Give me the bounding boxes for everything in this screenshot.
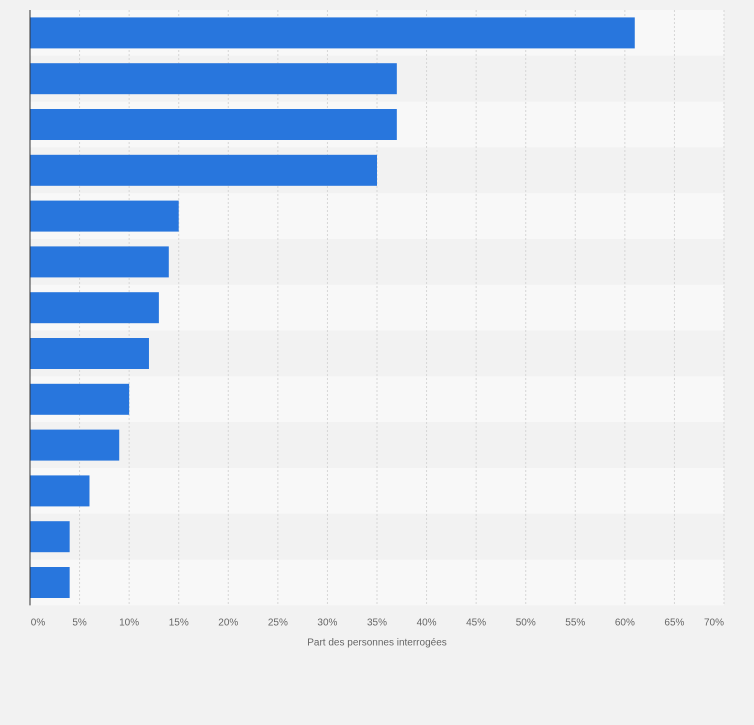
x-tick-label: 50% xyxy=(516,617,536,628)
row-band xyxy=(30,513,724,560)
x-tick-label: 10% xyxy=(119,617,139,628)
x-tick-label: 55% xyxy=(565,617,585,628)
x-tick-label: 25% xyxy=(268,617,288,628)
bar[interactable] xyxy=(30,17,635,49)
bar[interactable] xyxy=(30,154,377,186)
x-tick-label: 35% xyxy=(367,617,387,628)
x-tick-label: 70% xyxy=(704,617,724,628)
x-tick-label: 0% xyxy=(31,617,46,628)
x-tick-labels: 0% 5% 10% 15% 20% 25% 30% 35% 40% 45% 50% 55% 60% 65%… xyxy=(31,617,724,628)
bar[interactable] xyxy=(30,109,397,140)
bar[interactable] xyxy=(30,521,70,553)
x-tick-label: 40% xyxy=(417,617,437,628)
bar[interactable] xyxy=(30,383,130,415)
row-band xyxy=(30,422,724,468)
x-tick-label: 20% xyxy=(218,617,238,628)
bar[interactable] xyxy=(30,475,90,507)
bars xyxy=(30,17,635,598)
x-tick-label: 5% xyxy=(72,617,87,628)
x-tick-label: 65% xyxy=(664,617,684,628)
bar[interactable] xyxy=(30,429,120,461)
bar[interactable] xyxy=(30,200,179,232)
x-tick-label: 60% xyxy=(615,617,635,628)
x-tick-label: 30% xyxy=(317,617,337,628)
bar[interactable] xyxy=(30,63,397,95)
x-tick-label: 15% xyxy=(169,617,189,628)
bar[interactable] xyxy=(30,246,169,278)
bar[interactable] xyxy=(30,292,159,324)
x-axis-label: Part des personnes interrogées xyxy=(307,637,447,648)
bar[interactable] xyxy=(30,338,149,369)
bar[interactable] xyxy=(30,567,70,598)
x-tick-label: 45% xyxy=(466,617,486,628)
